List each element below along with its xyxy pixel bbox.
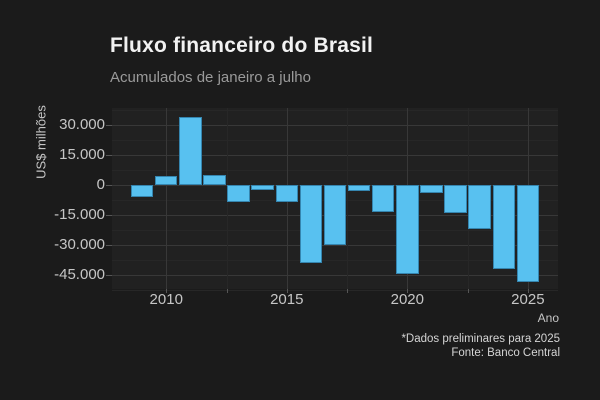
y-tick-label: 15.000 [59, 145, 105, 163]
y-tick-mark [106, 184, 112, 186]
x-tick-label: 2020 [390, 291, 424, 308]
bar-2014 [251, 184, 274, 190]
y-gridline [112, 244, 558, 246]
x-tick-label: 2010 [149, 291, 183, 308]
caption-line-2: Fonte: Banco Central [451, 346, 560, 359]
chart-caption: *Dados preliminares para 2025 Fonte: Ban… [401, 333, 560, 360]
bar-2024 [492, 184, 515, 270]
y-tick-mark [106, 124, 112, 126]
y-tick-label: -15.000 [54, 205, 105, 223]
bar-2013 [227, 184, 250, 203]
y-gridline [112, 124, 558, 126]
x-tick-mark [166, 289, 168, 293]
x-tick-label: 2025 [511, 291, 545, 308]
bar-2018 [347, 184, 371, 191]
y-gridline [112, 154, 558, 156]
bar-2017 [323, 184, 347, 245]
x-tick-mark [467, 289, 469, 293]
y-gridline [112, 169, 558, 171]
y-gridline [112, 109, 558, 111]
plot-panel [112, 108, 558, 291]
y-tick-label: 0 [96, 175, 105, 193]
bar-2011 [179, 117, 202, 185]
chart-subtitle: Acumulados de janeiro a julho [110, 69, 311, 86]
y-tick-label: 30.000 [59, 115, 105, 133]
caption-line-1: *Dados preliminares para 2025 [401, 333, 560, 345]
y-tick-mark [106, 244, 112, 246]
y-gridline [112, 139, 558, 141]
x-tick-label: 2015 [270, 291, 304, 308]
bar-2016 [299, 184, 323, 263]
x-axis-title: Ano [537, 311, 559, 325]
x-gridline [467, 108, 469, 289]
y-tick-label: -45.000 [54, 265, 105, 283]
chart-title: Fluxo financeiro do Brasil [110, 34, 374, 57]
x-tick-mark [347, 289, 349, 293]
bar-2020 [396, 184, 419, 275]
x-gridline [166, 108, 168, 289]
y-gridline [112, 289, 558, 291]
y-tick-mark [106, 274, 112, 276]
x-tick-mark [286, 289, 288, 293]
bar-2015 [275, 184, 298, 202]
x-gridline [226, 108, 228, 289]
y-tick-mark [106, 154, 112, 156]
bar-2021 [420, 184, 443, 193]
bar-2010 [155, 176, 178, 185]
y-gridline [112, 274, 558, 276]
bar-2012 [203, 174, 226, 185]
x-gridline [347, 108, 349, 289]
bar-2023 [468, 184, 491, 230]
bar-2022 [444, 184, 467, 214]
y-tick-label: -30.000 [54, 235, 105, 253]
bar-2009 [130, 184, 154, 198]
y-gridline [112, 259, 558, 261]
bar-2019 [372, 184, 395, 213]
x-tick-mark [407, 289, 409, 293]
x-tick-mark [226, 289, 228, 293]
bar-2025 [516, 184, 540, 283]
x-tick-mark [527, 289, 529, 293]
y-tick-mark [106, 214, 112, 216]
